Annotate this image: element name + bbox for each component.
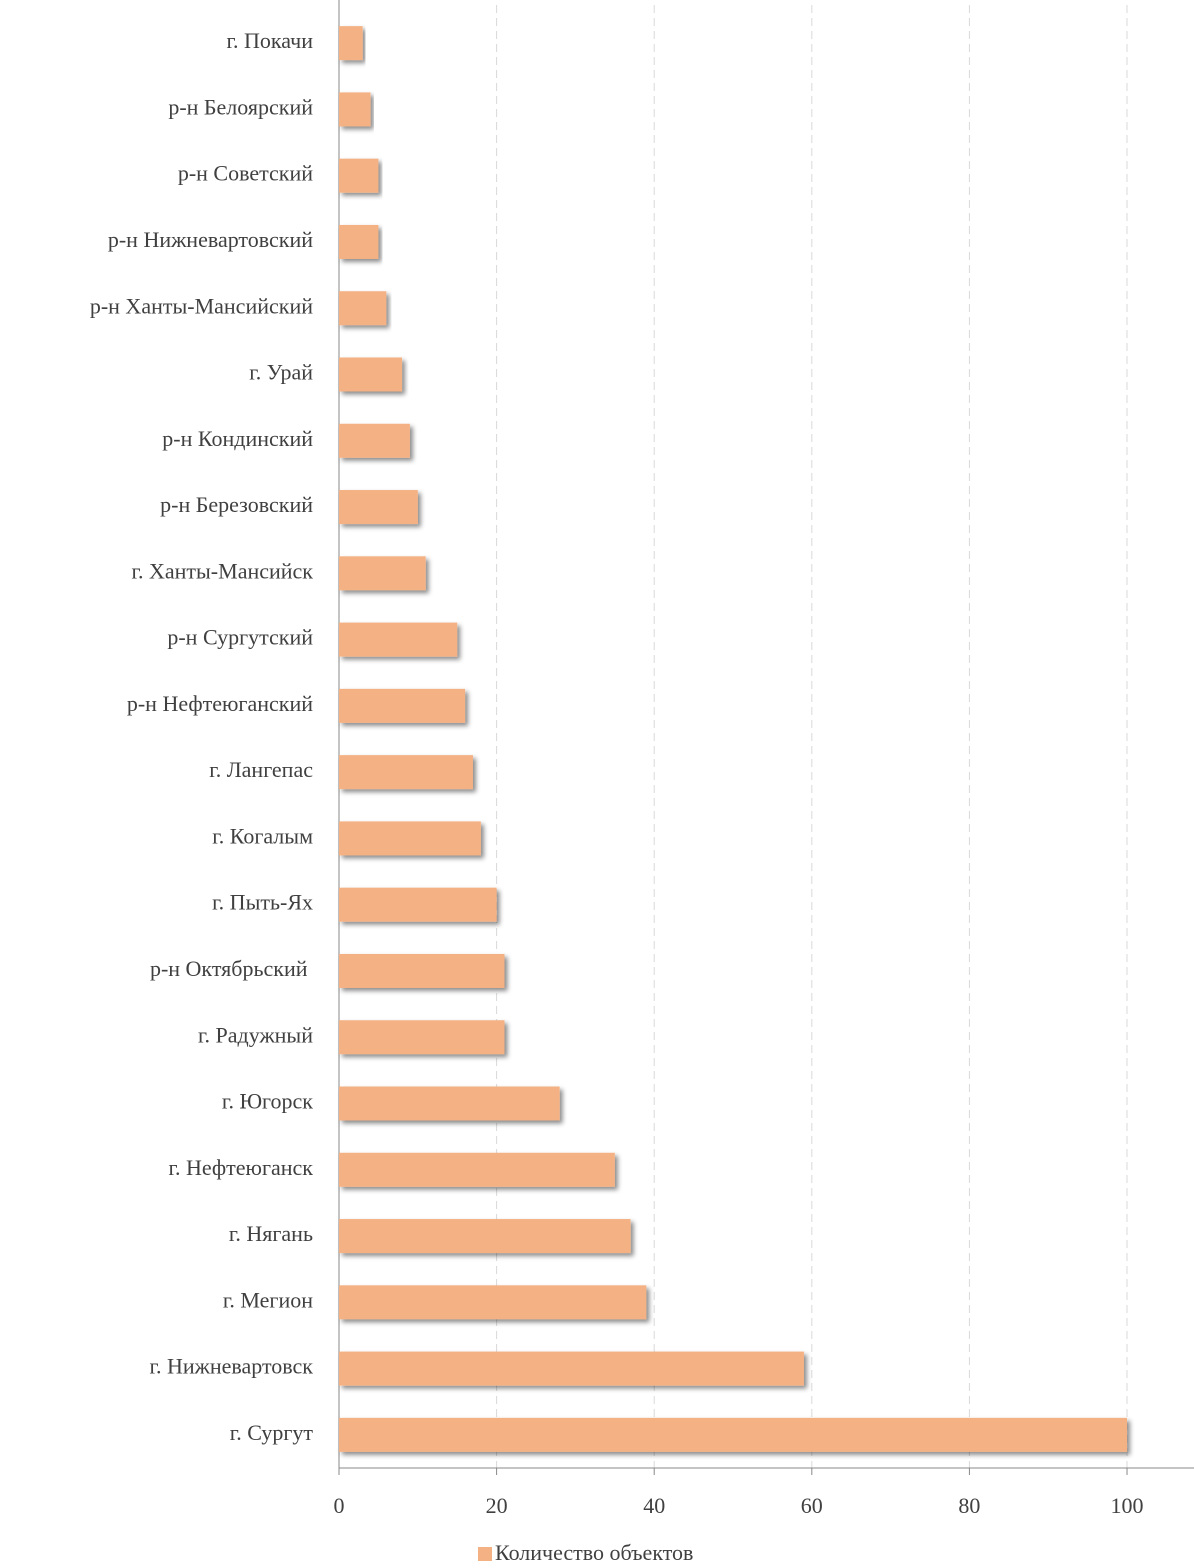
bar xyxy=(339,26,363,61)
y-tick-label: г. Нижневартовск xyxy=(149,1354,313,1379)
y-tick-label: р-н Сургутский xyxy=(167,625,313,650)
bar xyxy=(339,755,473,790)
bar xyxy=(339,291,387,326)
bar xyxy=(339,357,403,392)
y-tick-label: р-н Белоярский xyxy=(168,94,313,119)
bar xyxy=(339,821,481,856)
bar xyxy=(339,1285,647,1320)
bar xyxy=(339,490,418,525)
x-tick-label: 40 xyxy=(643,1493,665,1518)
bar xyxy=(339,1351,804,1386)
y-tick-label: г. Пыть-Ях xyxy=(212,890,313,915)
y-tick-label: г. Урай xyxy=(249,360,313,385)
x-tick-label: 100 xyxy=(1111,1493,1144,1518)
bar xyxy=(339,1219,631,1254)
bar xyxy=(339,887,497,922)
x-tick-label: 60 xyxy=(801,1493,823,1518)
y-tick-label: г. Сургут xyxy=(230,1420,314,1445)
legend-swatch xyxy=(478,1547,492,1561)
y-tick-label: р-н Октябрьский xyxy=(150,956,313,981)
y-tick-label: г. Радужный xyxy=(198,1022,313,1047)
y-tick-label: г. Югорск xyxy=(222,1089,313,1114)
y-tick-label: г. Когалым xyxy=(212,823,313,848)
y-tick-label: р-н Нижневартовский xyxy=(108,227,313,252)
y-tick-label: р-н Советский xyxy=(178,161,313,186)
y-tick-label: р-н Ханты-Мансийский xyxy=(90,293,313,318)
y-tick-label: г. Ханты-Мансийск xyxy=(131,558,313,583)
bar xyxy=(339,423,410,458)
y-tick-label: р-н Березовский xyxy=(160,492,313,517)
y-tick-label: г. Мегион xyxy=(223,1287,313,1312)
bar xyxy=(339,622,458,657)
bar xyxy=(339,224,379,259)
y-tick-label: р-н Нефтеюганский xyxy=(127,691,313,716)
bar xyxy=(339,1152,615,1187)
y-tick-label: г. Нягань xyxy=(229,1221,313,1246)
bar xyxy=(339,158,379,193)
bar xyxy=(339,1020,505,1055)
legend-label: Количество объектов xyxy=(495,1540,693,1565)
y-tick-label: г. Нефтеюганск xyxy=(168,1155,313,1180)
y-tick-label: г. Лангепас xyxy=(209,757,313,782)
y-tick-label: р-н Кондинский xyxy=(162,426,313,451)
x-tick-label: 80 xyxy=(958,1493,980,1518)
bar xyxy=(339,688,466,723)
y-tick-label: г. Покачи xyxy=(226,28,313,53)
bar xyxy=(339,1417,1128,1452)
bar xyxy=(339,556,426,591)
x-tick-label: 0 xyxy=(334,1493,345,1518)
bar xyxy=(339,953,505,988)
x-tick-label: 20 xyxy=(486,1493,508,1518)
bar xyxy=(339,92,371,127)
bar xyxy=(339,1086,560,1121)
